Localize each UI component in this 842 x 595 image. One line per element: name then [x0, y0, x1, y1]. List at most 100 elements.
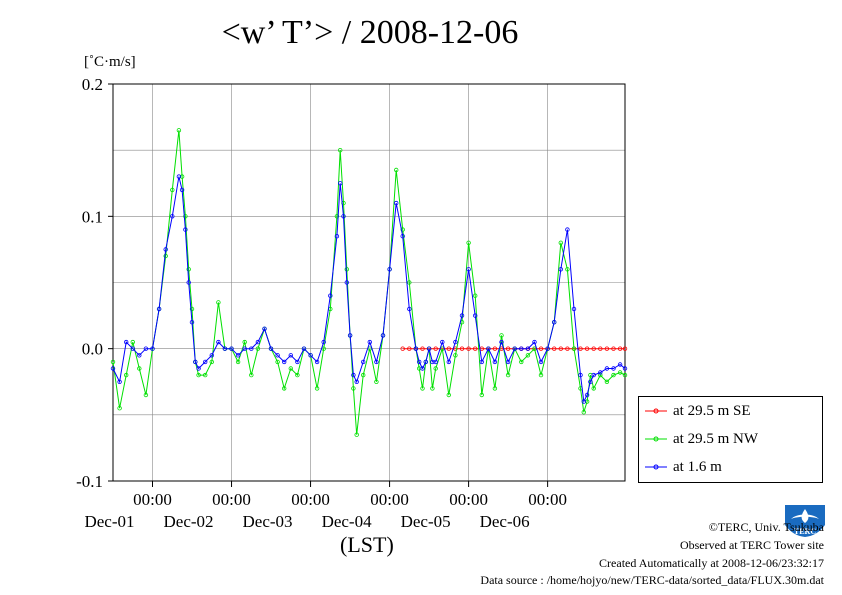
- data-point: [604, 346, 610, 351]
- data-point: [407, 280, 412, 285]
- data-point: [130, 346, 135, 351]
- data-point: [433, 366, 438, 371]
- data-point: [189, 320, 195, 325]
- data-point: [374, 359, 379, 365]
- data-point: [242, 346, 247, 351]
- data-point: [519, 346, 524, 351]
- legend-item-1-6m: at 1.6 m: [645, 457, 722, 477]
- data-point: [538, 346, 544, 351]
- credit-observed: Observed at TERC Tower site: [679, 538, 824, 552]
- data-point: [361, 359, 366, 365]
- legend-swatch-se: [645, 408, 667, 414]
- data-point: [374, 379, 379, 384]
- logo-text: TERC: [794, 527, 816, 536]
- data-point: [354, 379, 359, 384]
- data-point: [505, 359, 511, 365]
- data-point: [176, 128, 182, 133]
- x-tick-date-label: Dec-04: [322, 512, 373, 531]
- y-tick-label: -0.1: [76, 472, 103, 491]
- data-point: [209, 359, 214, 365]
- data-point: [492, 386, 498, 391]
- data-point: [255, 346, 261, 351]
- data-point: [538, 372, 544, 378]
- data-point: [413, 346, 419, 351]
- x-tick-time-label: 00:00: [449, 490, 488, 509]
- data-point: [193, 359, 198, 365]
- data-point: [466, 240, 471, 245]
- legend-label-nw: at 29.5 m NW: [673, 430, 758, 447]
- data-point: [558, 240, 563, 245]
- data-point: [459, 313, 465, 318]
- data-point: [552, 320, 557, 325]
- data-point: [479, 392, 484, 398]
- data-point: [189, 306, 195, 312]
- legend-item-se: at 29.5 m SE: [645, 401, 751, 421]
- data-point: [433, 346, 438, 351]
- data-point: [433, 359, 438, 365]
- data-point: [617, 362, 623, 367]
- data-point: [196, 366, 201, 371]
- data-point: [387, 267, 392, 272]
- data-point: [202, 372, 208, 378]
- data-point: [216, 300, 221, 305]
- data-point: [473, 313, 478, 318]
- data-point: [581, 399, 586, 404]
- data-point: [473, 346, 478, 351]
- data-point: [249, 346, 254, 351]
- data-point: [525, 353, 531, 358]
- data-point: [532, 339, 537, 345]
- data-point: [268, 346, 274, 351]
- data-point: [235, 359, 241, 365]
- data-point: [604, 379, 610, 384]
- data-point: [288, 353, 293, 358]
- data-point: [295, 372, 300, 378]
- data-point: [519, 359, 524, 365]
- data-point: [314, 386, 320, 391]
- data-point: [130, 339, 135, 345]
- data-point: [407, 306, 412, 312]
- data-point: [275, 359, 280, 365]
- data-point: [486, 346, 491, 351]
- data-point: [394, 200, 399, 206]
- data-point: [407, 346, 412, 351]
- data-point: [479, 359, 484, 365]
- data-point: [170, 187, 175, 193]
- data-point: [499, 333, 504, 338]
- data-point: [150, 346, 155, 351]
- data-point: [179, 187, 185, 193]
- data-point: [611, 346, 616, 351]
- chart-legend: at 29.5 m SE at 29.5 m NW at 1.6 m: [638, 396, 823, 483]
- data-point: [512, 346, 517, 351]
- data-point: [525, 346, 531, 351]
- data-point: [314, 359, 320, 365]
- data-point: [347, 333, 353, 338]
- data-point: [394, 167, 399, 173]
- data-point: [622, 372, 628, 378]
- data-point: [473, 293, 478, 298]
- data-point: [123, 339, 129, 345]
- data-point: [578, 372, 583, 378]
- data-point: [176, 174, 182, 179]
- data-point: [344, 267, 349, 272]
- data-point: [183, 227, 188, 232]
- data-point: [571, 306, 577, 312]
- data-point: [588, 379, 593, 384]
- data-point: [282, 386, 287, 391]
- x-tick-date-label: Dec-06: [480, 512, 530, 531]
- data-point: [446, 359, 451, 365]
- data-point: [622, 366, 628, 371]
- data-point: [420, 366, 425, 371]
- data-point: [604, 366, 610, 371]
- data-point: [110, 359, 116, 365]
- data-point: [288, 366, 293, 371]
- data-point: [565, 346, 570, 351]
- data-point: [400, 346, 405, 351]
- y-axis-unit-label: [˚C·m/s]: [84, 54, 136, 70]
- data-point: [249, 372, 254, 378]
- data-point: [492, 359, 498, 365]
- data-point: [446, 392, 451, 398]
- data-point: [505, 346, 511, 351]
- data-point: [538, 359, 544, 365]
- data-point: [565, 267, 570, 272]
